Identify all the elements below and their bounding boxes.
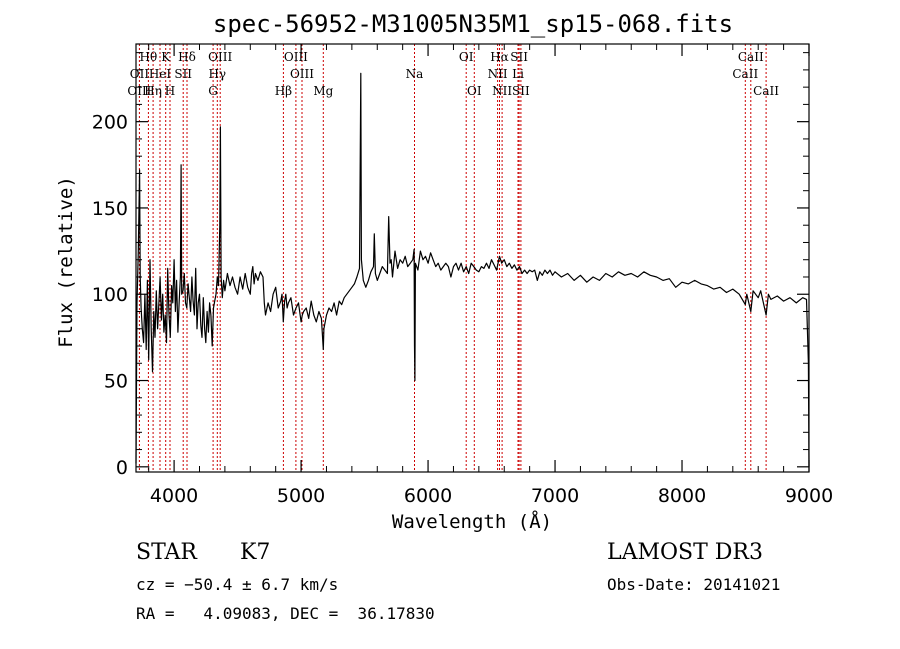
- spectral-line-label: Hδ: [178, 50, 196, 64]
- spectral-line-label: SII: [174, 67, 192, 81]
- y-axis-ticks: 0 50 100 150 200: [92, 52, 809, 479]
- spectral-line-label: HeI: [149, 67, 172, 81]
- spectral-line-label: Hη: [144, 84, 162, 98]
- y-tick-label: 50: [104, 371, 128, 393]
- spectral-line-label: G: [208, 84, 218, 98]
- spectral-line-label: Hβ: [275, 84, 292, 98]
- spectral-line-label: OIII: [284, 50, 308, 64]
- x-tick-label: 9000: [785, 485, 833, 507]
- object-class: STAR: [136, 540, 197, 565]
- spectral-line-label: OIII: [127, 84, 151, 98]
- object-subclass: K7: [240, 540, 271, 565]
- obs-date-text: Obs-Date: 20141021: [607, 575, 781, 594]
- spectral-line-label: CaII: [753, 84, 779, 98]
- x-axis-label: Wavelength (Å): [392, 510, 552, 533]
- redshift-text: cz = −50.4 ± 6.7 km/s: [136, 575, 339, 594]
- spectral-line-label: Na: [406, 67, 424, 81]
- spectral-line-label: OIII: [290, 67, 314, 81]
- x-tick-label: 6000: [404, 485, 452, 507]
- coordinates-text: RA = 4.09083, DEC = 36.17830: [136, 604, 435, 623]
- x-axis-ticks: 4000 5000 6000 7000 8000 9000: [148, 44, 833, 507]
- spectral-line-label: Hγ: [208, 67, 226, 81]
- spectral-line-label: K: [161, 50, 171, 64]
- spectral-line-label: OII: [130, 67, 150, 81]
- spectral-line-label: NII: [488, 67, 508, 81]
- spectral-line-label: SII: [510, 50, 528, 64]
- spectral-line-markers: [138, 44, 767, 472]
- spectral-line-label: H: [165, 84, 175, 98]
- spectral-line-label: Mg: [313, 84, 333, 98]
- spectral-line-label: Hθ: [140, 50, 158, 64]
- chart-title: spec-56952-M31005N35M1_sp15-068.fits: [213, 10, 733, 38]
- spectral-line-label: NII: [492, 84, 512, 98]
- y-axis-label: Flux (relative): [55, 176, 77, 348]
- spectral-line-label: SII: [512, 84, 530, 98]
- spectrum-line: [135, 72, 810, 467]
- y-tick-label: 200: [92, 112, 128, 134]
- survey-name: LAMOST DR3: [607, 540, 763, 565]
- spectral-line-label: CaII: [732, 67, 758, 81]
- y-tick-label: 100: [92, 284, 128, 306]
- spectral-line-label: OI: [459, 50, 474, 64]
- x-tick-label: 4000: [150, 485, 198, 507]
- spectral-line-label: OI: [467, 84, 482, 98]
- y-tick-label: 0: [116, 457, 128, 479]
- y-tick-label: 150: [92, 198, 128, 220]
- spectral-line-label: CaII: [738, 50, 764, 64]
- x-tick-label: 8000: [658, 485, 706, 507]
- spectral-line-label: Li: [512, 67, 524, 81]
- x-tick-label: 5000: [277, 485, 325, 507]
- spectral-line-label: Hα: [490, 50, 509, 64]
- x-tick-label: 7000: [531, 485, 579, 507]
- spectral-line-label: OIII: [208, 50, 232, 64]
- plot-frame: [135, 43, 810, 473]
